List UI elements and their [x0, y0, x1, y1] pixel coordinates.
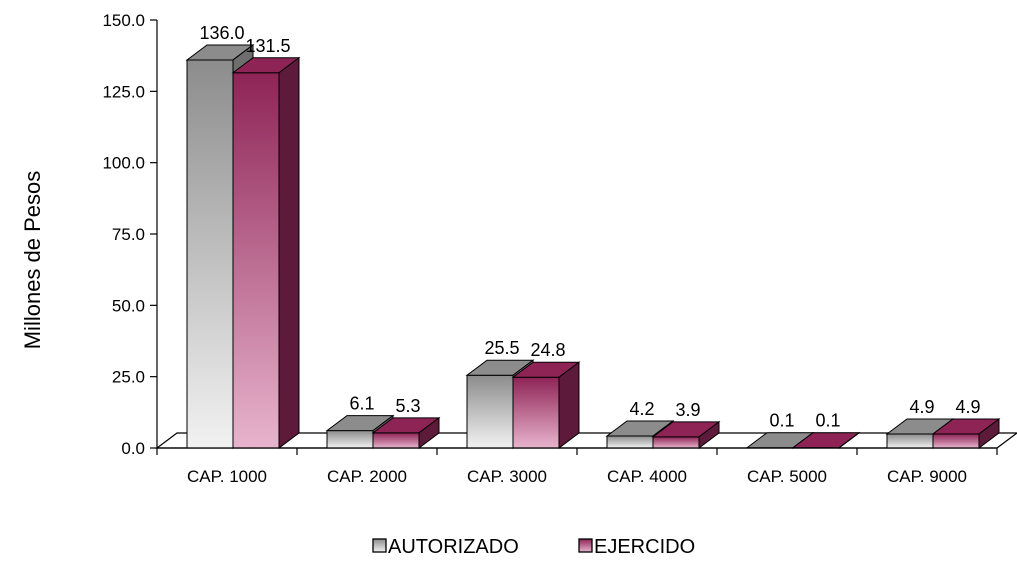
- x-tick-label: CAP. 4000: [607, 467, 687, 486]
- x-tick-label: CAP. 1000: [187, 467, 267, 486]
- legend-label: EJERCIDO: [594, 536, 695, 558]
- data-label: 0.1: [815, 411, 840, 431]
- y-tick-label: 0.0: [121, 439, 145, 458]
- data-label: 24.8: [530, 340, 565, 360]
- x-tick-label: CAP. 5000: [747, 467, 827, 486]
- bars: [185, 43, 1001, 449]
- legend-label: AUTORIZADO: [388, 536, 519, 558]
- data-label: 4.2: [629, 399, 654, 419]
- y-axis: 0.0 25.0 50.0 75.0 100.0 125.0 150.0: [102, 11, 158, 458]
- data-label: 0.1: [769, 411, 794, 431]
- bar-ejercido-2: [371, 416, 441, 449]
- data-label: 4.9: [955, 397, 980, 417]
- bar-ejercido-4: [651, 420, 721, 449]
- data-label: 136.0: [199, 23, 244, 43]
- y-tick-label: 150.0: [102, 11, 145, 30]
- x-tick-label: CAP. 3000: [467, 467, 547, 486]
- x-axis: CAP. 1000 CAP. 2000 CAP. 3000 CAP. 4000 CAP.…: [156, 447, 998, 486]
- bar-ejercido-6: [931, 418, 1001, 449]
- data-label: 131.5: [245, 36, 290, 56]
- data-label: 25.5: [484, 338, 519, 358]
- x-tick-label: CAP. 9000: [887, 467, 967, 486]
- legend-item-ejercido: EJERCIDO: [578, 536, 695, 558]
- legend: AUTORIZADO EJERCIDO: [372, 536, 695, 558]
- y-tick-label: 125.0: [102, 82, 145, 101]
- x-tick-label: CAP. 2000: [327, 467, 407, 486]
- legend-swatch: [372, 538, 387, 553]
- y-tick-label: 100.0: [102, 154, 145, 173]
- data-label: 3.9: [675, 400, 700, 420]
- data-label: 5.3: [395, 396, 420, 416]
- data-label: 6.1: [349, 394, 374, 414]
- legend-swatch: [578, 538, 593, 553]
- y-axis-title: Millones de Pesos: [20, 171, 45, 350]
- y-tick-label: 25.0: [112, 368, 145, 387]
- bar-ejercido-3: [511, 361, 581, 449]
- y-tick-label: 50.0: [112, 296, 145, 315]
- legend-item-autorizado: AUTORIZADO: [372, 536, 519, 558]
- data-label: 4.9: [909, 397, 934, 417]
- y-tick-label: 75.0: [112, 225, 145, 244]
- bar-ejercido-1: [231, 56, 301, 449]
